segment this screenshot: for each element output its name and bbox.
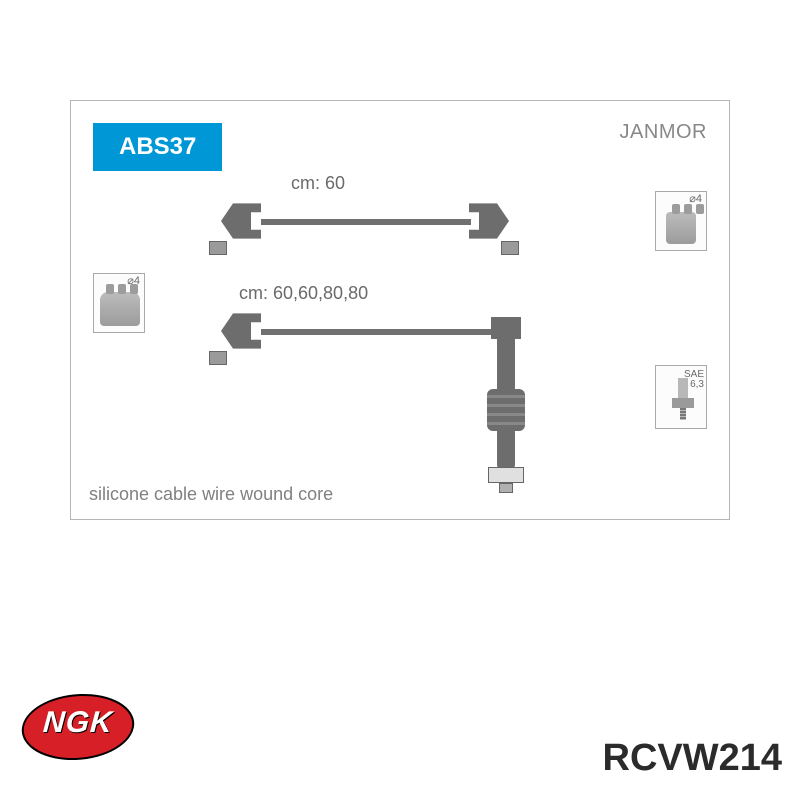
cable2-tube <box>497 431 515 469</box>
cable1-left-boot <box>221 199 261 243</box>
coil-icon: ⌀4 <box>655 191 707 251</box>
cable-length-2: cm: 60,60,80,80 <box>239 283 368 304</box>
cable2-foot <box>499 483 513 493</box>
cable1-left-plug <box>209 241 227 255</box>
product-code-text: ABS37 <box>119 133 196 160</box>
plug-thread <box>680 408 686 420</box>
cable1-right-boot <box>469 199 509 243</box>
cable2-left-plug <box>209 351 227 365</box>
product-code-badge: ABS37 <box>93 123 222 171</box>
distributor-cap-shape <box>100 292 140 326</box>
cable-length-1: cm: 60 <box>291 173 345 194</box>
cable2-bellows <box>487 389 525 431</box>
cable2-elbow <box>491 317 521 339</box>
plug-body <box>678 378 688 398</box>
cable2-wire <box>261 329 493 335</box>
distributor-cap-icon: ⌀4 <box>93 273 145 333</box>
part-number: RCVW214 <box>603 737 783 780</box>
diagram-card: ABS37 JANMOR cm: 60 cm: 60,60,80,80 ⌀4 ⌀… <box>70 100 730 520</box>
spark-plug-icon: SAE ⌀ 6,3 <box>655 365 707 429</box>
footer-note: silicone cable wire wound core <box>89 484 333 505</box>
coil-shape <box>666 212 696 244</box>
brand-label: JANMOR <box>620 121 707 144</box>
ngk-logo: NGK <box>10 670 150 790</box>
cable2-shaft <box>497 337 515 395</box>
cable1-wire <box>261 219 471 225</box>
ngk-logo-text: NGK <box>27 706 129 740</box>
cable1-right-plug <box>501 241 519 255</box>
cable2-left-boot <box>221 309 261 353</box>
coil-dim: ⌀4 <box>689 194 702 205</box>
cable2-tip <box>488 467 524 483</box>
distributor-dim: ⌀4 <box>127 276 140 287</box>
